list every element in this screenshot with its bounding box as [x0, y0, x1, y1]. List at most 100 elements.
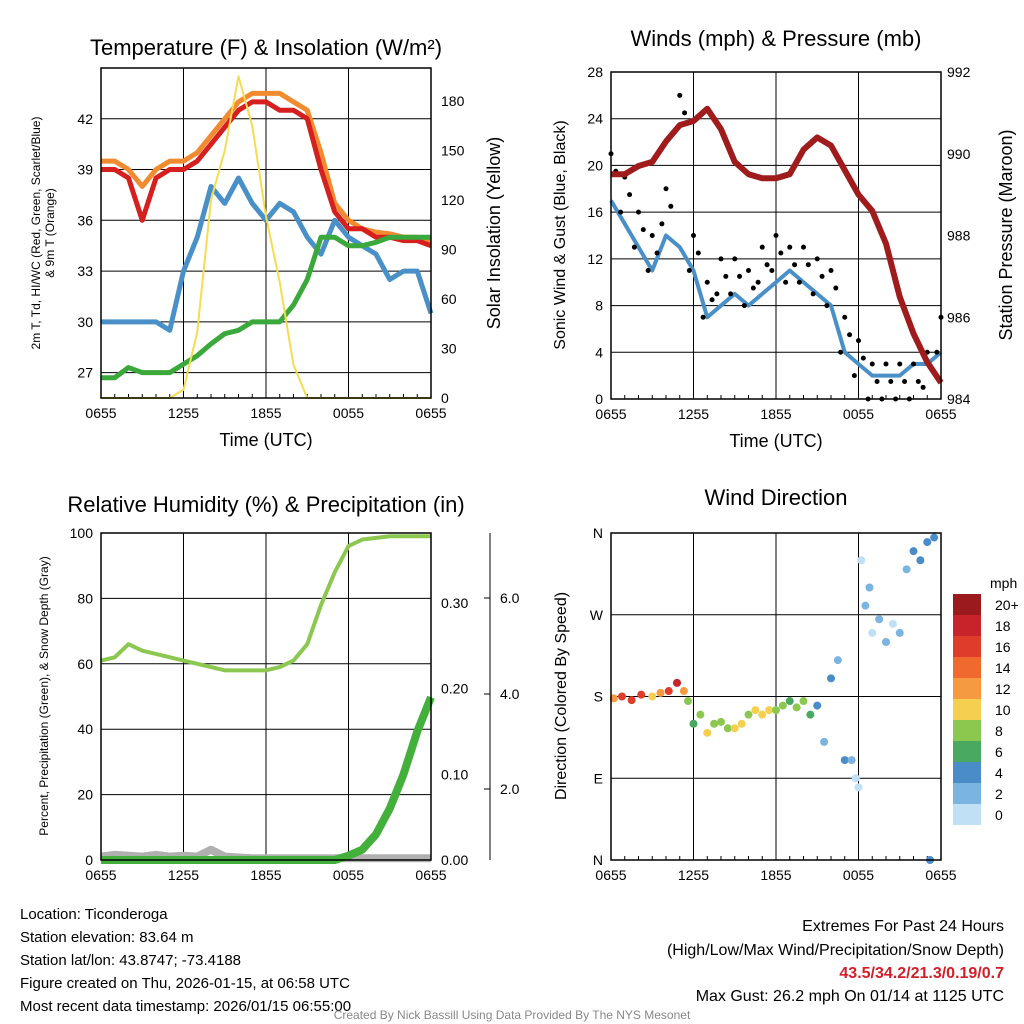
extremes-values: 43.5/34.2/21.3/0.19/0.7	[839, 965, 1004, 982]
colorbar-swatch	[953, 699, 981, 720]
colorbar-swatch	[953, 783, 981, 804]
y-tick-label: 28	[587, 64, 603, 80]
gust-point	[792, 262, 798, 268]
y2-axis-label: Station Pressure (Maroon)	[996, 129, 1016, 340]
y2-tick-label: 180	[441, 93, 465, 109]
direction-point	[833, 656, 842, 665]
y2-tick-label: 990	[947, 146, 971, 162]
colorbar-swatch	[953, 615, 981, 636]
y-tick-label: 100	[70, 525, 94, 541]
gust-point	[737, 273, 743, 279]
gust-point	[636, 209, 641, 215]
direction-point	[778, 701, 787, 710]
colorbar-unit: mph	[990, 575, 1017, 591]
direction-point	[930, 533, 939, 542]
series-td	[101, 234, 431, 381]
gust-point	[778, 250, 784, 256]
y-tick-label: N	[593, 525, 603, 541]
gust-point	[787, 244, 793, 250]
gust-point	[773, 233, 779, 238]
gust-point	[759, 244, 765, 250]
y-tick-label: 20	[587, 157, 603, 173]
gust-point	[851, 373, 857, 379]
x-axis-label: Time (UTC)	[729, 431, 822, 451]
colorbar-label: 10	[995, 702, 1011, 718]
x-tick-label: 0655	[925, 867, 956, 883]
x-tick-label: 0055	[843, 406, 874, 422]
y2-tick-label: 120	[441, 192, 465, 208]
y2-tick-label: 988	[947, 228, 971, 244]
direction-point	[902, 565, 911, 574]
direction-point	[723, 724, 732, 733]
extremes-subtitle: (High/Low/Max Wind/Precipitation/Snow De…	[666, 942, 1004, 959]
direction-point	[737, 719, 746, 728]
y3-tick-label: 4.0	[500, 686, 520, 702]
y-tick-label: 33	[77, 263, 93, 279]
direction-point	[664, 687, 673, 696]
direction-point	[851, 774, 860, 783]
x-tick-label: 1255	[678, 406, 709, 422]
gust-point	[668, 203, 674, 209]
y-tick-label: 4	[595, 344, 603, 360]
direction-point	[785, 697, 794, 706]
y-axis-label: Percent, Precipitation (Green), & Snow D…	[37, 556, 51, 835]
gust-point	[838, 349, 844, 355]
gust-point	[709, 297, 715, 303]
x-tick-label: 0655	[415, 405, 446, 421]
direction-point	[799, 697, 808, 706]
direction-point	[648, 692, 657, 701]
gust-point	[718, 256, 724, 262]
panel-title: Winds (mph) & Pressure (mb)	[631, 26, 922, 51]
created-text: Figure created on Thu, 2026-01-15, at 06…	[20, 975, 350, 992]
gust-point	[805, 262, 811, 268]
gust-point	[723, 273, 729, 279]
direction-point	[684, 697, 692, 706]
direction-point	[868, 628, 877, 637]
colorbar-label: 4	[995, 765, 1003, 781]
direction-point	[895, 628, 904, 637]
panel-title: Temperature (F) & Insolation (W/m²)	[90, 35, 442, 60]
y-tick-label: 60	[77, 656, 93, 672]
gust-point	[769, 268, 775, 274]
colorbar-swatch	[953, 741, 981, 762]
plot-border	[610, 71, 942, 400]
x-tick-label: 0655	[85, 405, 116, 421]
direction-point	[865, 583, 874, 592]
panel-title: Relative Humidity (%) & Precipitation (i…	[67, 492, 464, 517]
panel-title: Wind Direction	[704, 485, 847, 510]
y-tick-label: 40	[77, 721, 93, 737]
x-tick-label: 1855	[760, 406, 791, 422]
direction-point	[806, 710, 815, 719]
gust-point	[764, 262, 770, 268]
x-tick-label: 1855	[760, 867, 791, 883]
gust-point	[732, 256, 738, 262]
gust-point	[649, 233, 655, 238]
gust-point	[686, 268, 692, 274]
y-tick-label: 8	[595, 298, 603, 314]
extremes-title: Extremes For Past 24 Hours	[802, 918, 1004, 935]
gust-point	[888, 378, 894, 384]
colorbar-swatch	[953, 804, 981, 825]
gust-point	[755, 279, 761, 285]
colorbar-label: 20+	[995, 597, 1019, 613]
direction-point	[909, 547, 918, 556]
y-tick-label: 12	[587, 251, 603, 267]
colorbar-label: 16	[995, 639, 1011, 655]
gust-point	[714, 291, 720, 297]
gust-point	[700, 314, 706, 320]
direction-point	[765, 706, 774, 715]
y2-tick-label: 150	[441, 143, 465, 159]
x-axis-label: Time (UTC)	[219, 430, 312, 450]
gust-point	[897, 361, 903, 367]
gust-point	[915, 378, 921, 384]
colorbar-label: 6	[995, 744, 1003, 760]
x-tick-label: 0055	[843, 867, 874, 883]
gust-point	[783, 279, 789, 285]
direction-point	[758, 710, 767, 719]
colorbar-swatch	[953, 678, 981, 699]
y-tick-label: 24	[587, 111, 603, 127]
gust-point	[645, 268, 651, 274]
y-tick-label: 80	[77, 590, 93, 606]
gust-point	[902, 378, 908, 384]
